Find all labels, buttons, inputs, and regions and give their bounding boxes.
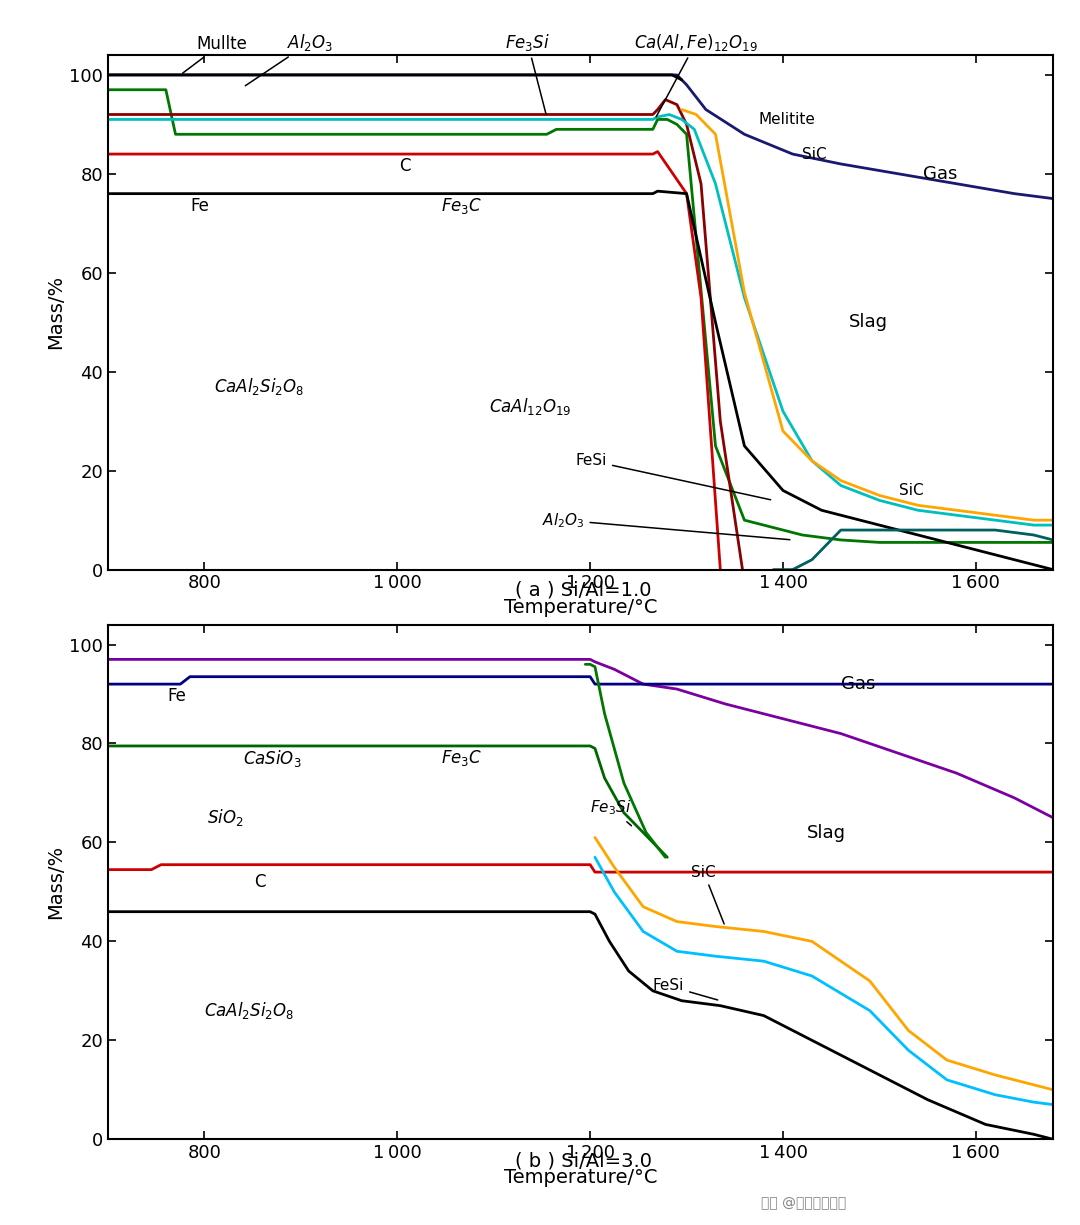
Text: $Al_2O_3$: $Al_2O_3$ [245, 32, 334, 86]
Text: $Fe_3Si$: $Fe_3Si$ [590, 799, 632, 826]
Text: $Ca(Al,Fe)_{12}O_{19}$: $Ca(Al,Fe)_{12}O_{19}$ [634, 32, 758, 118]
Text: Slag: Slag [807, 823, 846, 842]
Text: C: C [255, 873, 266, 891]
Text: SiC: SiC [691, 865, 724, 924]
Text: Slag: Slag [849, 314, 888, 331]
Text: Melitite: Melitite [759, 111, 815, 127]
Text: 知乎 @能源洁净利用: 知乎 @能源洁净利用 [761, 1197, 847, 1210]
Text: Gas: Gas [922, 165, 957, 183]
Text: ( a ) Si/Al=1.0: ( a ) Si/Al=1.0 [515, 581, 651, 600]
Text: SiC: SiC [899, 483, 923, 499]
Text: Fe: Fe [167, 687, 187, 706]
Text: $Fe_3C$: $Fe_3C$ [441, 196, 482, 216]
Text: $Fe_3Si$: $Fe_3Si$ [505, 32, 550, 114]
Text: Fe: Fe [190, 197, 208, 216]
Text: $SiO_2$: $SiO_2$ [207, 807, 244, 828]
Y-axis label: Mass/%: Mass/% [46, 845, 65, 919]
Text: $CaAl_{12}O_{19}$: $CaAl_{12}O_{19}$ [489, 396, 571, 416]
Y-axis label: Mass/%: Mass/% [46, 276, 65, 349]
Text: $CaAl_2Si_2O_8$: $CaAl_2Si_2O_8$ [204, 1000, 295, 1022]
Text: ( b ) Si/Al=3.0: ( b ) Si/Al=3.0 [515, 1152, 651, 1171]
Text: $CaSiO_3$: $CaSiO_3$ [243, 747, 301, 769]
Text: $Fe_3C$: $Fe_3C$ [441, 748, 482, 768]
Text: Gas: Gas [841, 675, 875, 693]
Text: C: C [400, 158, 410, 175]
Text: $CaAl_2Si_2O_8$: $CaAl_2Si_2O_8$ [214, 376, 305, 397]
X-axis label: Temperature/°C: Temperature/°C [503, 1167, 658, 1187]
Text: FeSi: FeSi [576, 453, 771, 500]
Text: SiC: SiC [802, 147, 827, 162]
Text: Mullte: Mullte [183, 34, 247, 74]
Text: FeSi: FeSi [652, 979, 717, 1000]
Text: $Al_2O_3$: $Al_2O_3$ [542, 511, 789, 540]
X-axis label: Temperature/°C: Temperature/°C [503, 598, 658, 617]
